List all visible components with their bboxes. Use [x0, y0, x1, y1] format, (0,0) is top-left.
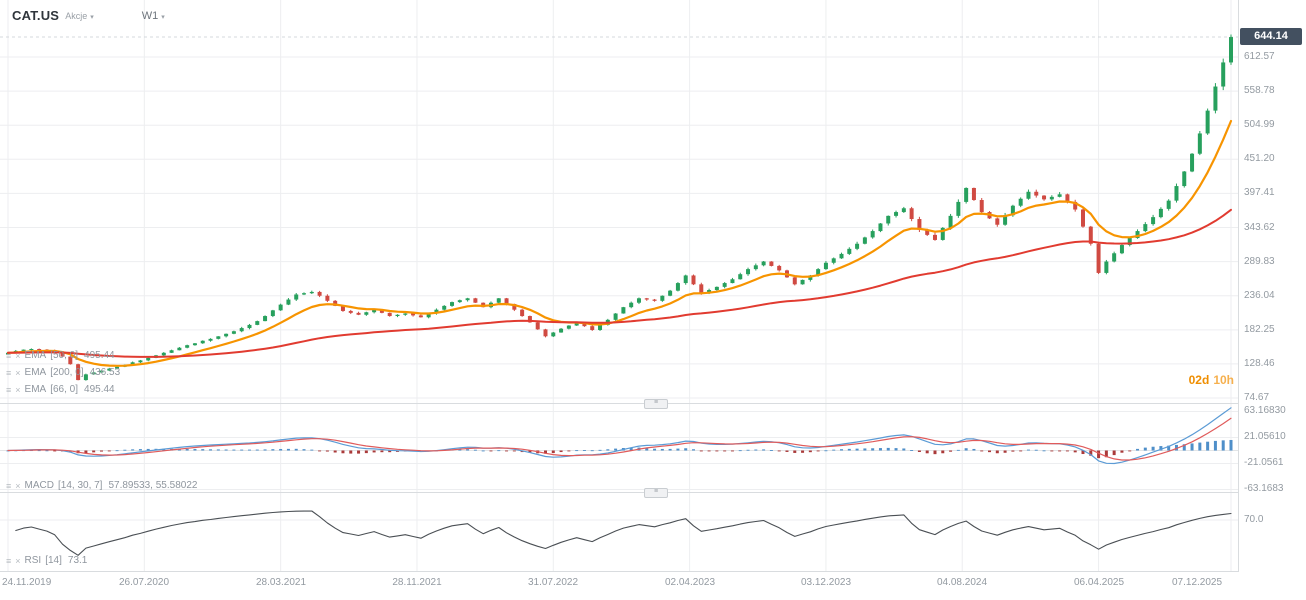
- price-tick: 236.04: [1244, 290, 1275, 301]
- macd-tick: -21.0561: [1244, 457, 1284, 468]
- indicator-close-icon[interactable]: ×: [15, 555, 21, 566]
- indicator-close-icon[interactable]: ×: [15, 350, 21, 361]
- indicator-value: 57.89533, 55.58022: [108, 480, 198, 491]
- current-price-badge: 644.14: [1240, 28, 1302, 45]
- price-tick: 128.46: [1244, 358, 1275, 369]
- pane-splitter-rsi[interactable]: ≡: [644, 488, 668, 498]
- indicator-value: 436.53: [89, 367, 121, 378]
- indicator-legend-ema-3: ≡ × EMA [66, 0] 495.44: [6, 384, 115, 395]
- pane-splitter-macd[interactable]: ≡: [644, 399, 668, 409]
- indicator-name: EMA: [24, 367, 47, 378]
- time-axis-label: 04.08.2024: [936, 577, 988, 588]
- indicator-close-icon[interactable]: ×: [15, 367, 21, 378]
- indicator-settings-icon[interactable]: ≡: [6, 367, 12, 378]
- instrument-type-label: Akcje: [65, 10, 88, 21]
- indicator-settings-icon[interactable]: ≡: [6, 555, 12, 566]
- indicator-params: [14, 30, 7]: [57, 480, 103, 491]
- indicator-legend-ema-2: ≡ × EMA [200, 0] 436.53: [6, 367, 120, 378]
- price-tick: 343.62: [1244, 222, 1275, 233]
- chevron-down-icon: ▾: [161, 13, 165, 21]
- chevron-down-icon: ▾: [90, 13, 94, 21]
- indicator-settings-icon[interactable]: ≡: [6, 384, 12, 395]
- time-axis-label: 28.11.2021: [392, 577, 442, 588]
- chart-canvas[interactable]: [0, 0, 1238, 572]
- price-axis-separator: [1238, 0, 1239, 572]
- time-axis-label: 28.03.2021: [255, 577, 307, 588]
- indicator-params: [50, 0]: [50, 350, 79, 361]
- indicator-params: [200, 0]: [50, 367, 84, 378]
- indicator-settings-icon[interactable]: ≡: [6, 480, 12, 491]
- timeframe-label: W1: [141, 9, 159, 22]
- instrument-type-dropdown[interactable]: Akcje ▾: [65, 11, 94, 21]
- macd-tick: -63.1683: [1244, 483, 1284, 494]
- indicator-settings-icon[interactable]: ≡: [6, 350, 12, 361]
- time-axis-label: 24.11.2019: [2, 577, 52, 588]
- indicator-params: [14]: [45, 555, 62, 566]
- price-tick: 289.83: [1244, 256, 1275, 267]
- indicator-legend-ema-1: ≡ × EMA [50, 0] 495.44: [6, 350, 115, 361]
- time-axis-divider: [0, 571, 1306, 572]
- price-tick: 558.78: [1244, 85, 1275, 96]
- time-axis-label: 06.04.2025: [1073, 577, 1125, 588]
- indicator-close-icon[interactable]: ×: [15, 384, 21, 395]
- indicator-name: MACD: [24, 480, 54, 491]
- time-axis-label: 03.12.2023: [800, 577, 852, 588]
- indicator-legend-rsi: ≡ × RSI [14] 73.1: [6, 555, 87, 566]
- time-axis-label: 26.07.2020: [118, 577, 170, 588]
- instrument-header: CAT.US Akcje ▾ W1 ▾: [12, 8, 165, 23]
- candle-countdown: 02d 10h: [1120, 373, 1234, 387]
- time-axis-label: 07.12.2025: [1172, 577, 1223, 588]
- indicator-name: EMA: [24, 384, 47, 395]
- price-tick: 397.41: [1244, 187, 1275, 198]
- time-axis-label: 02.04.2023: [664, 577, 716, 588]
- right-axis[interactable]: 644.14 612.57 558.78 504.99 451.20 397.4…: [1239, 0, 1306, 572]
- indicator-close-icon[interactable]: ×: [15, 480, 21, 491]
- rsi-tick: 70.0: [1244, 514, 1264, 525]
- indicator-value: 73.1: [67, 555, 88, 566]
- price-tick: 504.99: [1244, 119, 1275, 130]
- price-tick: 182.25: [1244, 324, 1275, 335]
- indicator-value: 495.44: [84, 350, 115, 361]
- countdown-hours: 10h: [1213, 373, 1234, 387]
- indicator-value: 495.44: [84, 384, 115, 395]
- indicator-legend-macd: ≡ × MACD [14, 30, 7] 57.89533, 55.58022: [6, 480, 197, 491]
- indicator-params: [66, 0]: [50, 384, 79, 395]
- price-tick: 451.20: [1244, 153, 1275, 164]
- countdown-days: 02d: [1188, 373, 1210, 387]
- indicator-name: EMA: [24, 350, 47, 361]
- symbol-name: CAT.US: [12, 8, 60, 23]
- timeframe-dropdown[interactable]: W1 ▾: [142, 10, 165, 22]
- time-axis-label: 31.07.2022: [527, 577, 579, 588]
- price-tick: 74.67: [1244, 392, 1270, 403]
- macd-tick: 21.05610: [1244, 431, 1286, 442]
- macd-tick: 63.16830: [1244, 405, 1286, 416]
- indicator-name: RSI: [24, 555, 42, 566]
- price-tick: 612.57: [1244, 51, 1275, 62]
